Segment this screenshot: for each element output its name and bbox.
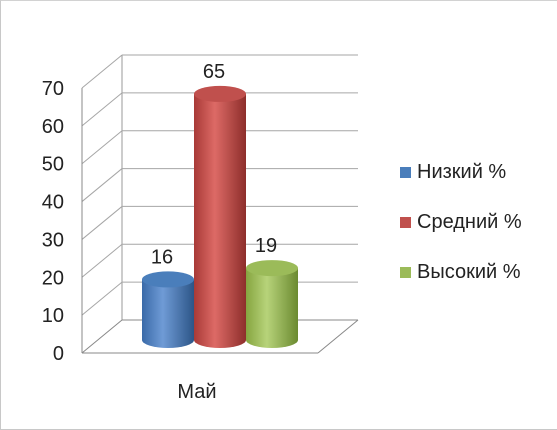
gridline-side-60 xyxy=(81,92,123,127)
bar-body-medium xyxy=(194,93,246,348)
bar-top-medium xyxy=(194,85,246,102)
bar-body-low xyxy=(142,279,194,348)
y-tick-label-70: 70 xyxy=(42,78,64,100)
gridline-side-40 xyxy=(81,168,123,202)
legend-label-low: Низкий % xyxy=(417,160,507,183)
bar-body-high xyxy=(246,268,298,348)
legend-item-high: Высокий % xyxy=(400,260,522,284)
legend-item-medium: Средний % xyxy=(400,210,522,234)
legend-item-low: Низкий % xyxy=(400,160,522,184)
gridline-side-50 xyxy=(81,130,123,165)
bar-top-low xyxy=(142,271,194,288)
floor-right-edge xyxy=(317,319,359,354)
y-tick-label-10: 10 xyxy=(42,305,64,327)
y-tick-label-20: 20 xyxy=(42,267,64,289)
gridline-side-30 xyxy=(81,206,123,240)
data-label-high: 19 xyxy=(255,235,277,257)
y-tick-label-40: 40 xyxy=(42,192,64,214)
x-category-label: Май xyxy=(177,381,216,403)
legend-swatch-high xyxy=(400,266,411,278)
gridline-side-0 xyxy=(81,319,123,354)
bar-high xyxy=(246,260,298,348)
legend: Низкий % Средний % Высокий % xyxy=(400,160,522,310)
y-tick-label-0: 0 xyxy=(53,343,64,365)
legend-swatch-low xyxy=(400,166,411,178)
gridline-side-20 xyxy=(81,243,123,278)
bar-top-high xyxy=(246,260,298,277)
gridline-side-10 xyxy=(81,281,123,316)
legend-swatch-medium xyxy=(400,216,411,228)
data-label-medium: 65 xyxy=(203,61,225,83)
y-tick-label-30: 30 xyxy=(42,229,64,251)
legend-label-high: Высокий % xyxy=(417,260,521,283)
bar-medium xyxy=(194,85,246,348)
bar-low xyxy=(142,271,194,348)
legend-label-medium: Средний % xyxy=(417,210,522,233)
y-tick-label-50: 50 xyxy=(42,154,64,176)
data-label-low: 16 xyxy=(151,246,173,268)
y-tick-label-60: 60 xyxy=(42,116,64,138)
gridline-side-70 xyxy=(81,54,123,89)
